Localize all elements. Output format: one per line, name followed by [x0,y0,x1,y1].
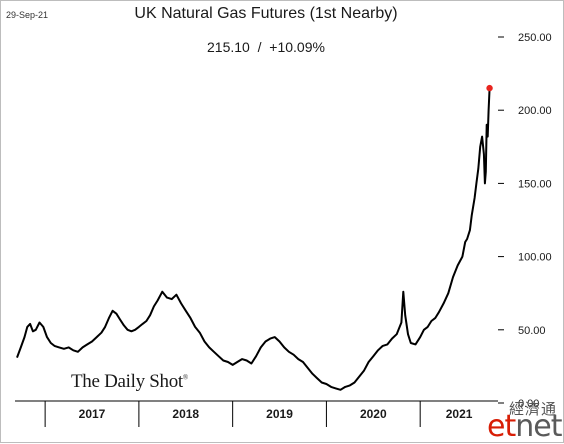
watermark-net: net [515,409,562,444]
y-tick-label-4: 200.00 [518,105,552,117]
watermark-etnet: etnet [487,409,562,444]
logo-text: The Daily Shot [71,371,183,392]
x-tick-label-2020: 2020 [360,407,387,421]
x-tick-label-2018: 2018 [172,407,199,421]
last-value-readout: 215.10 / +10.09% [1,39,531,55]
last-value: 215.10 [207,39,250,55]
x-tick-label-2019: 2019 [266,407,293,421]
percent-change: +10.09% [269,39,325,55]
chart-title: UK Natural Gas Futures (1st Nearby) [134,5,398,22]
watermark-et: et [487,409,516,444]
y-tick-label-0: 0.00 [518,398,539,410]
value-separator: / [257,39,262,55]
logo-registered-mark: ® [182,373,188,382]
daily-shot-logo: The Daily Shot® [71,371,188,393]
x-axis: 2017 2018 2019 2020 2021 [15,400,498,427]
y-tick-label-3: 150.00 [518,178,552,190]
y-tick-label-5: 250.00 [518,32,552,44]
watermark-chinese: 經濟通 [509,400,558,418]
date-label: 29-Sep-21 [6,10,49,20]
y-tick-label-1: 50.00 [518,325,546,337]
x-tick-label-2017: 2017 [79,407,106,421]
y-tick-label-2: 100.00 [518,252,552,264]
y-axis: 0.00 50.00 100.00 150.00 200.00 250.00 [498,32,552,410]
last-point-marker [486,84,493,92]
x-tick-label-2021: 2021 [446,407,473,421]
series-line-0 [16,88,491,391]
plot-area [16,84,493,391]
